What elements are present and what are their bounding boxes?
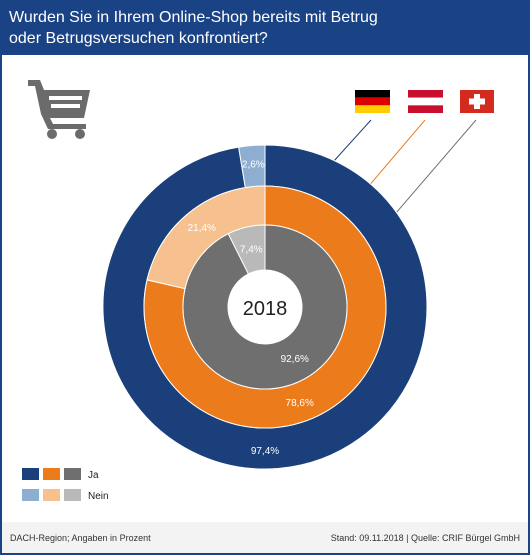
center-circle: [228, 270, 302, 344]
legend-swatch-nein-2: [43, 489, 60, 501]
legend-swatch-ja-3: [64, 468, 81, 480]
center-year-label: 2018: [243, 298, 288, 320]
legend: Ja Nein: [22, 468, 109, 502]
footer-note: DACH-Region; Angaben in Prozent: [10, 533, 151, 543]
header: Wurden Sie in Ihrem Online-Shop bereits …: [0, 0, 530, 55]
shopping-cart-icon: [28, 80, 90, 139]
footer-source: Stand: 09.11.2018 | Quelle: CRIF Bürgel …: [330, 533, 520, 543]
slice-label-outer-nein: 2,6%: [242, 159, 265, 170]
slice-label-outer-ja: 97,4%: [251, 446, 279, 457]
flag-germany-icon: [355, 90, 390, 113]
footer: DACH-Region; Angaben in Prozent Stand: 0…: [2, 522, 528, 553]
legend-label-ja: Ja: [88, 470, 99, 481]
flag-austria-icon: [408, 90, 443, 113]
slice-label-inner-ja: 92,6%: [281, 354, 309, 365]
connector-line-germany: [332, 119, 372, 163]
slice-label-middle-nein: 21,4%: [188, 223, 216, 234]
chart-title-line-2: oder Betrugsversuchen konfrontiert?: [9, 30, 268, 47]
legend-swatch-ja-1: [22, 468, 39, 480]
flag-switzerland-icon: [460, 90, 494, 113]
slice-label-middle-ja: 78,6%: [286, 398, 314, 409]
legend-label-nein: Nein: [88, 491, 109, 502]
chart-title-line-1: Wurden Sie in Ihrem Online-Shop bereits …: [9, 9, 378, 26]
legend-swatch-nein-3: [64, 489, 81, 501]
legend-swatch-ja-2: [43, 468, 60, 480]
slice-labels: 97,4% 2,6% 78,6% 21,4% 92,6% 7,4%: [188, 159, 314, 457]
chart-title: Wurden Sie in Ihrem Online-Shop bereits …: [9, 7, 509, 49]
legend-swatch-nein-1: [22, 489, 39, 501]
donut-rings: [102, 144, 428, 470]
slice-label-inner-nein: 7,4%: [240, 245, 263, 256]
